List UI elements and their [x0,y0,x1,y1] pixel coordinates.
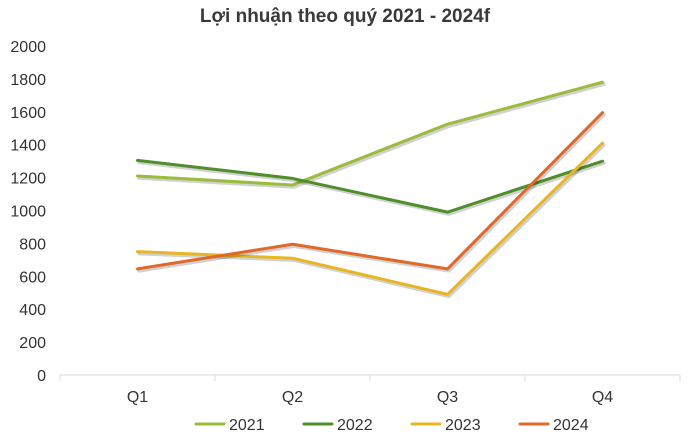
legend-item[interactable]: 2024 [518,417,589,434]
y-tick-label: 1200 [10,171,46,188]
x-axis: Q1 Q2 Q3 Q4 [59,374,681,406]
legend-label: 2023 [445,417,481,434]
y-tick-label: 200 [19,335,46,352]
legend-item[interactable]: 2023 [410,417,481,434]
y-tick-label: 1000 [10,204,46,221]
series-2022-line [136,158,604,214]
y-axis: 0 200 400 600 800 1000 1200 1400 1600 1800 2000 [10,39,46,385]
series-2021-shadow [137,82,606,189]
series-lines [136,80,606,299]
chart-title: Lợi nhuận theo quý 2021 - 2024f [199,6,491,27]
series-2024-shadow [137,112,606,273]
series-2021-line [136,80,604,187]
y-tick-label: 2000 [10,39,46,56]
series-2021 [136,80,606,189]
y-tick-label: 1600 [10,105,46,122]
series-2023-line [136,141,604,296]
y-tick-label: 800 [19,236,46,253]
series-2024-line [136,111,604,271]
y-tick-label: 0 [37,368,46,385]
legend: 2021 2022 2023 2024 [194,417,589,434]
legend-item[interactable]: 2021 [194,417,265,434]
series-2023 [136,141,606,299]
y-tick-label: 1800 [10,72,46,89]
legend-label: 2022 [337,417,373,434]
y-tick-label: 1400 [10,138,46,155]
x-tick-label: Q1 [127,389,148,406]
series-2024 [136,111,606,273]
legend-label: 2021 [229,417,265,434]
legend-item[interactable]: 2022 [302,417,373,434]
x-tick-label: Q3 [437,389,458,406]
y-tick-label: 400 [19,302,46,319]
x-tick-label: Q2 [282,389,303,406]
y-tick-label: 600 [19,269,46,286]
x-tick-label: Q4 [592,389,613,406]
legend-label: 2024 [553,417,589,434]
